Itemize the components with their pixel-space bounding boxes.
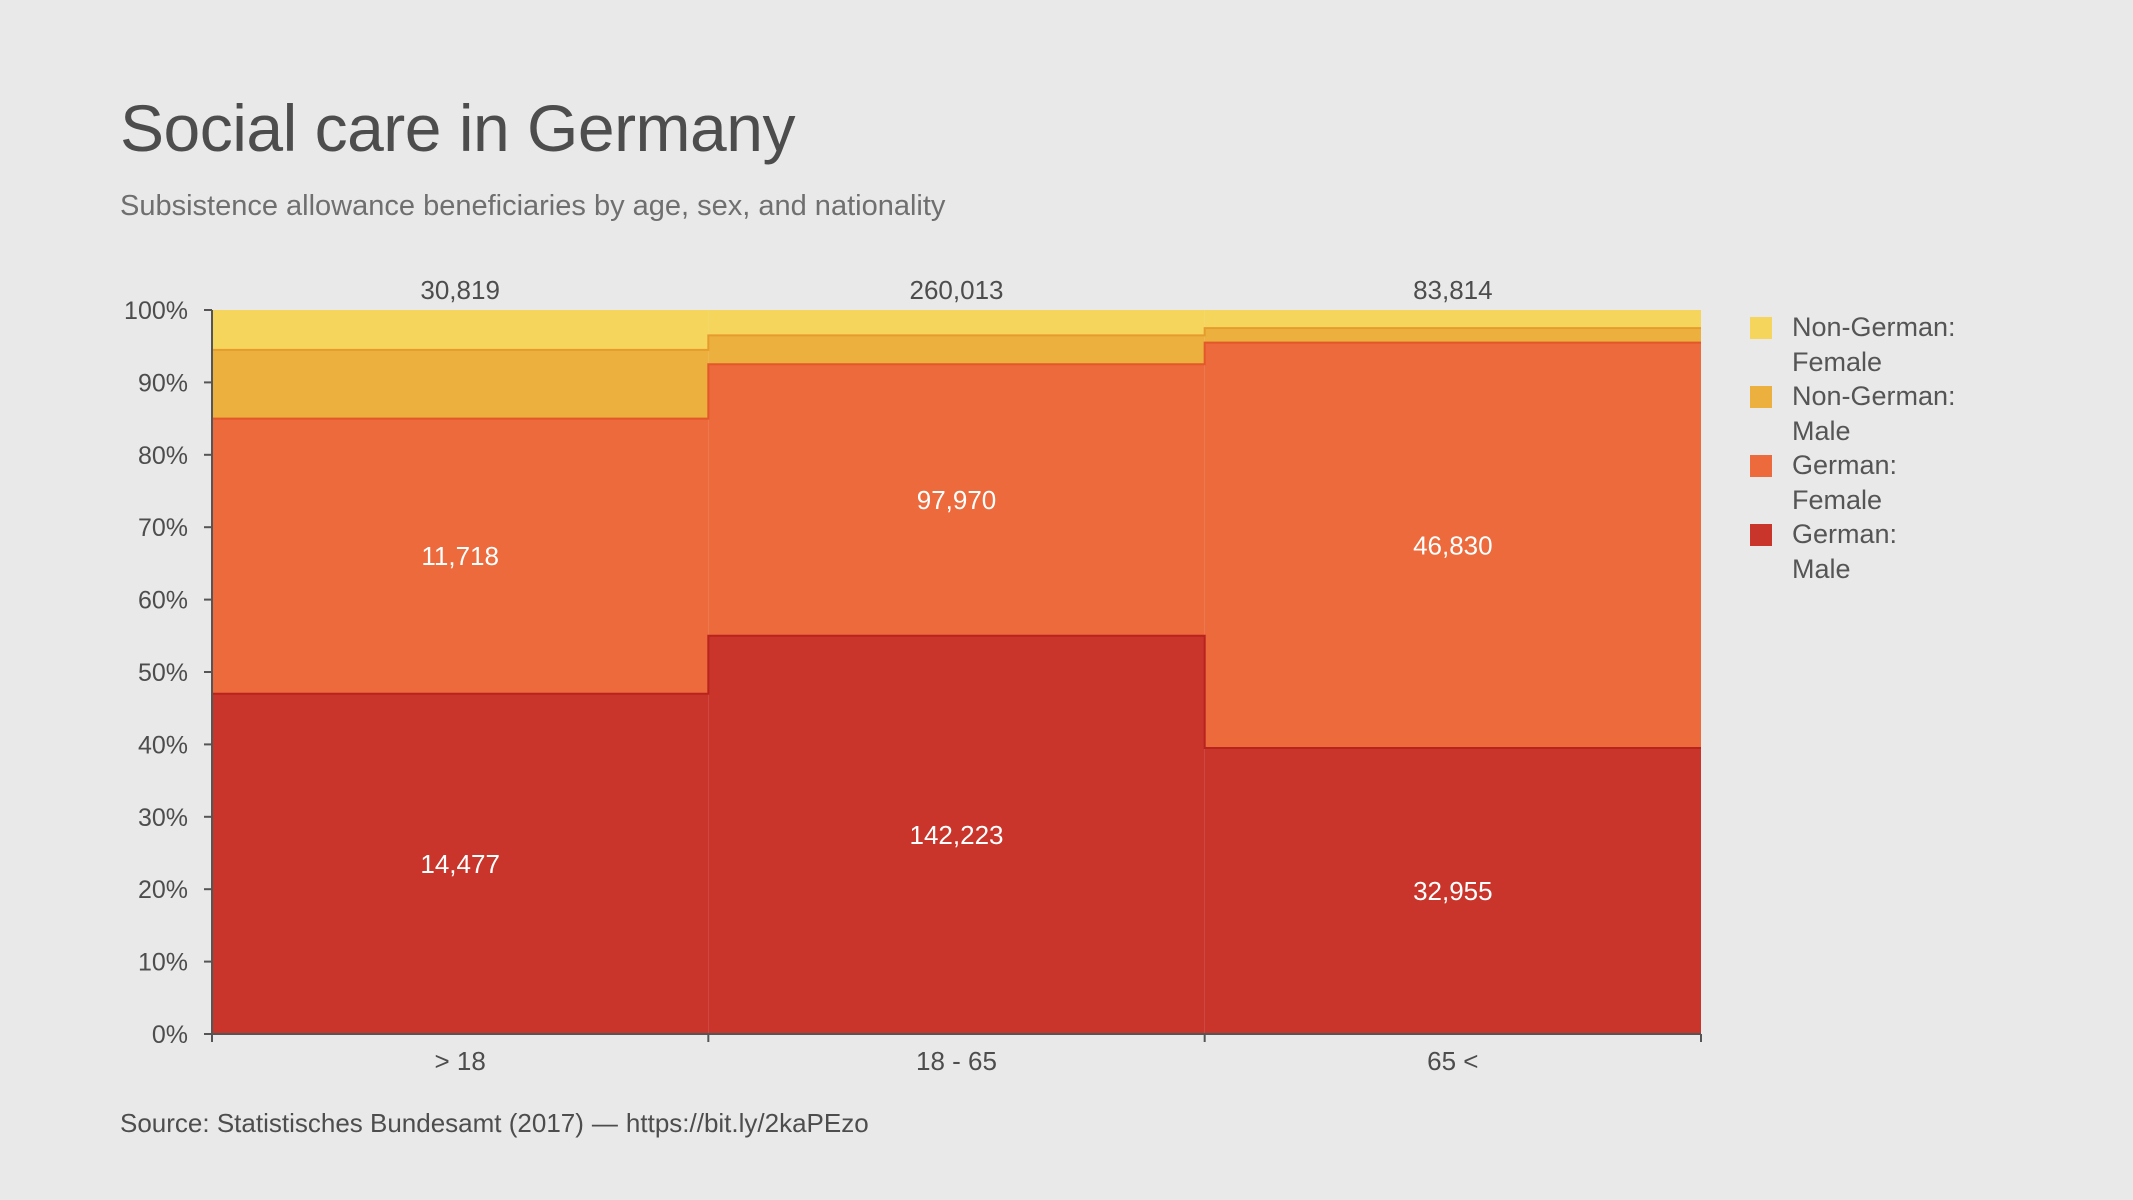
y-tick-label: 20%: [138, 876, 188, 904]
boundary-line-2: [212, 341, 1701, 420]
x-tick-label: 65 <: [1427, 1046, 1478, 1076]
legend-swatch: [1750, 524, 1772, 546]
segment-german-male-2[interactable]: [708, 635, 1205, 1034]
data-label: 14,477: [420, 849, 500, 879]
boundary-line-3: [212, 327, 1701, 351]
x-tick-label: 18 - 65: [916, 1046, 997, 1076]
legend-label: German: Male: [1792, 519, 1898, 584]
y-tick-label: 70%: [138, 514, 188, 542]
segment-german-male-3[interactable]: [1204, 748, 1701, 1034]
source-note: Source: Statistisches Bundesamt (2017) — h…: [120, 1108, 869, 1139]
y-tick-label: 0%: [152, 1021, 188, 1049]
segment-non-german-female-1[interactable]: [212, 310, 709, 350]
segment-german-male-1[interactable]: [212, 693, 709, 1034]
source-separator: —: [591, 1108, 618, 1138]
segment-german-female-2[interactable]: [708, 364, 1205, 636]
legend-label: German: Female: [1792, 450, 1898, 515]
segment-non-german-male-2[interactable]: [708, 335, 1205, 365]
legend-item-german-female[interactable]: German: Female: [1750, 448, 2010, 517]
data-label: 46,830: [1413, 530, 1493, 560]
source-label: Source: Statistisches Bundesamt (2017): [120, 1108, 584, 1138]
x-tick-label: > 18: [435, 1046, 486, 1076]
segment-german-female-3[interactable]: [1204, 342, 1701, 749]
chart-subtitle: Subsistence allowance beneficiaries by a…: [120, 190, 946, 222]
data-label: 97,970: [917, 485, 997, 515]
segment-non-german-female-3[interactable]: [1204, 310, 1701, 329]
y-tick-label: 80%: [138, 442, 188, 470]
legend-item-german-male[interactable]: German: Male: [1750, 517, 2010, 586]
segment-non-german-female-2[interactable]: [708, 310, 1205, 336]
column-total-label: 30,819: [420, 275, 500, 305]
y-tick-label: 60%: [138, 587, 188, 615]
legend-swatch: [1750, 317, 1772, 339]
legend-swatch: [1750, 386, 1772, 408]
data-label: 32,955: [1413, 876, 1493, 906]
boundary-line-1: [212, 634, 1701, 750]
y-tick-label: 10%: [138, 949, 188, 977]
segment-non-german-male-1[interactable]: [212, 349, 709, 419]
source-link[interactable]: https://bit.ly/2kaPEzo: [625, 1108, 869, 1138]
chart-title: Social care in Germany: [120, 91, 795, 165]
data-label: 11,718: [421, 541, 499, 571]
y-tick-label: 90%: [138, 369, 188, 397]
column-total-label: 83,814: [1413, 275, 1493, 305]
legend-label: Non-German: Female: [1792, 312, 1956, 377]
y-tick-label: 100%: [124, 297, 188, 325]
legend-swatch: [1750, 455, 1772, 477]
legend-label: Non-German: Male: [1792, 381, 1956, 446]
column-total-label: 260,013: [910, 275, 1004, 305]
segment-german-female-1[interactable]: [212, 418, 709, 694]
y-tick-label: 50%: [138, 659, 188, 687]
chart-legend: Non-German: Female Non-German: Male Germ…: [1750, 310, 2010, 586]
segment-non-german-male-3[interactable]: [1204, 328, 1701, 343]
legend-item-non-german-female[interactable]: Non-German: Female: [1750, 310, 2010, 379]
legend-item-non-german-male[interactable]: Non-German: Male: [1750, 379, 2010, 448]
y-tick-label: 30%: [138, 804, 188, 832]
data-label: 142,223: [910, 820, 1004, 850]
y-tick-label: 40%: [138, 731, 188, 759]
